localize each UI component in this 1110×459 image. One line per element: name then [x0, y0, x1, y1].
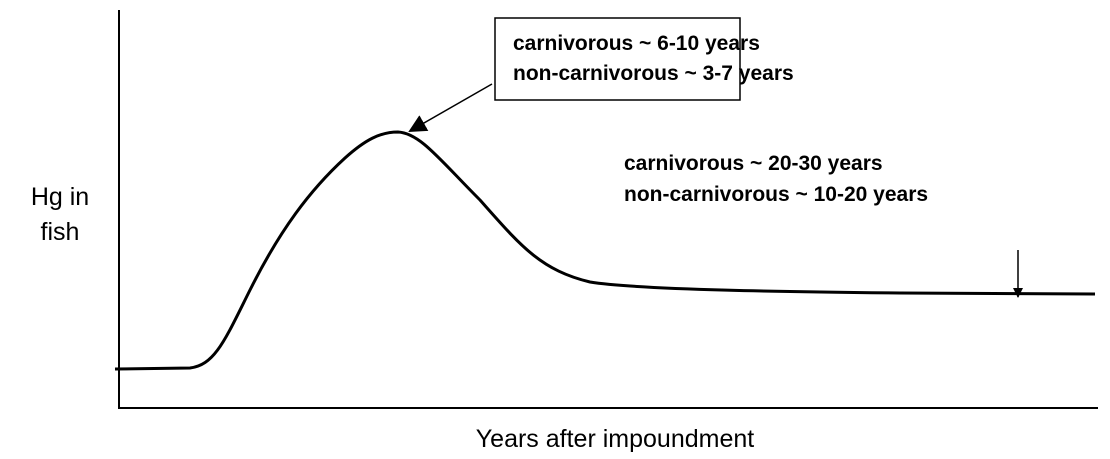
annotation-text: carnivorous ~ 20-30 years: [624, 152, 883, 175]
annotation-text: carnivorous ~ 6-10 years: [513, 32, 760, 55]
x-axis-label: Years after impoundment: [476, 425, 754, 453]
y-axis-label: Hg in: [31, 183, 89, 211]
annotation-box: [494, 17, 741, 101]
annotation-text: non-carnivorous ~ 10-20 years: [624, 183, 928, 206]
y-axis-label: fish: [41, 218, 80, 246]
annotation-text: non-carnivorous ~ 3-7 years: [513, 62, 794, 85]
hg-curve: [114, 130, 1096, 371]
peak-arrow: [408, 83, 493, 132]
